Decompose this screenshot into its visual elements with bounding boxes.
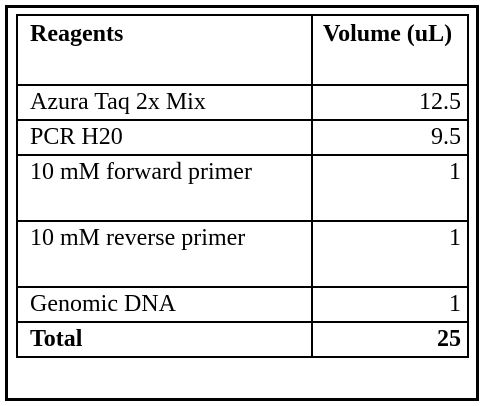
reagent-table: Reagents Volume (uL) Azura Taq 2x Mix 12… (16, 14, 469, 358)
reagent-cell: Genomic DNA (16, 286, 313, 323)
table-row: 10 mM reverse primer 1 (16, 220, 469, 288)
table-header-row: Reagents Volume (uL) (16, 14, 469, 86)
table-row: PCR H20 9.5 (16, 119, 469, 156)
total-row: Total 25 (16, 321, 469, 358)
table-row: 10 mM forward primer 1 (16, 154, 469, 222)
volume-cell: 12.5 (311, 84, 469, 121)
total-volume: 25 (311, 321, 469, 358)
table-frame (5, 5, 479, 401)
table-row: Azura Taq 2x Mix 12.5 (16, 84, 469, 121)
header-reagents: Reagents (16, 14, 313, 86)
header-volume: Volume (uL) (311, 14, 469, 86)
volume-cell: 9.5 (311, 119, 469, 156)
volume-cell: 1 (311, 286, 469, 323)
table-row: Genomic DNA 1 (16, 286, 469, 323)
reagent-cell: Azura Taq 2x Mix (16, 84, 313, 121)
reagent-cell: PCR H20 (16, 119, 313, 156)
reagent-cell: 10 mM reverse primer (16, 220, 313, 288)
reagent-cell: 10 mM forward primer (16, 154, 313, 222)
total-label: Total (16, 321, 313, 358)
volume-cell: 1 (311, 220, 469, 288)
volume-cell: 1 (311, 154, 469, 222)
